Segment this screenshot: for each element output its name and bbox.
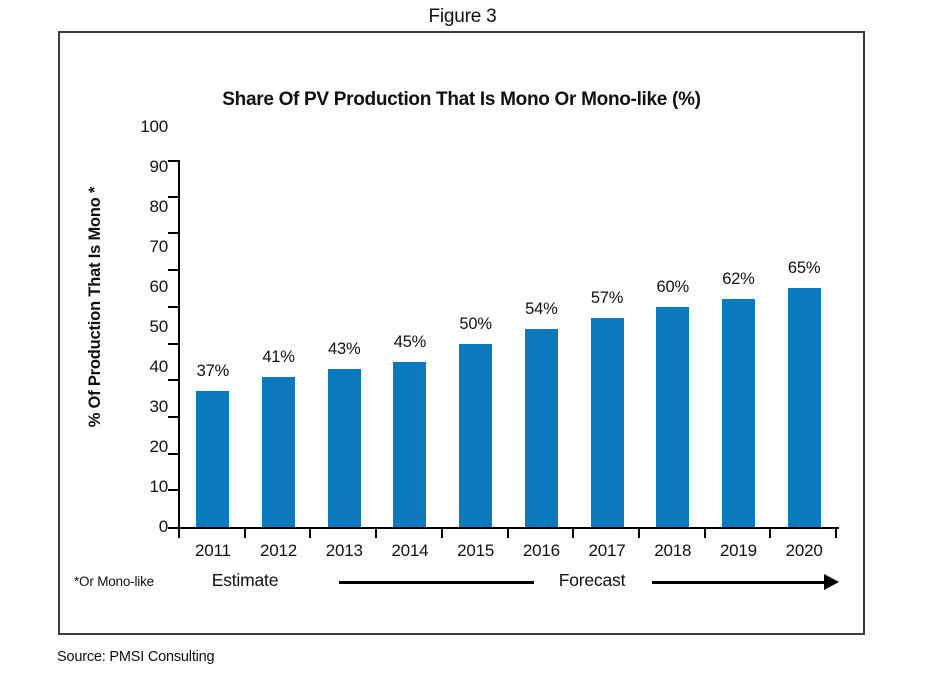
- bar-value-label: 65%: [787, 259, 821, 278]
- forecast-arrow-line: [652, 581, 825, 584]
- y-axis-tick-label: 100: [140, 117, 168, 136]
- y-axis-tick-label: 80: [149, 197, 168, 216]
- y-axis-tick-label: 10: [149, 477, 168, 496]
- y-axis-tick: [168, 527, 178, 529]
- figure-label: Figure 3: [428, 6, 497, 27]
- bar-value-label: 37%: [196, 362, 230, 381]
- x-axis-category-label: 2019: [719, 541, 757, 560]
- bar-value-label: 50%: [459, 314, 492, 333]
- x-axis-tick: [506, 527, 509, 538]
- y-axis-line: [178, 160, 180, 538]
- x-axis-category-label: 2020: [785, 541, 823, 560]
- x-axis-category-label: 2013: [325, 541, 363, 560]
- bar-value-label: 43%: [328, 340, 361, 359]
- bar: [196, 391, 230, 527]
- y-axis-tick-label: 50: [149, 317, 168, 336]
- bar: [656, 306, 690, 527]
- bar: [590, 317, 624, 527]
- x-axis-line: [178, 527, 839, 529]
- y-axis-tick: [168, 195, 178, 198]
- x-axis-tick: [703, 527, 706, 538]
- y-axis-top-tick: [168, 160, 178, 162]
- x-axis-tick: [243, 527, 246, 538]
- plot-area: 0 10 20 30 40 50 60 70 80 90 100 37% 2011 41% 2012 43% 2…: [60, 33, 863, 633]
- y-axis-tick-label: 90: [149, 157, 168, 176]
- y-axis-tick: [168, 305, 178, 308]
- bar-value-label: 62%: [722, 270, 755, 289]
- x-axis-category-label: 2015: [457, 541, 495, 560]
- bar: [787, 288, 821, 527]
- x-axis-tick: [637, 527, 640, 538]
- x-axis-category-label: 2012: [260, 541, 298, 560]
- x-axis-tick: [835, 527, 837, 538]
- y-axis-tick-label: 30: [149, 397, 168, 416]
- y-axis-tick: [168, 379, 178, 382]
- x-axis-tick: [178, 527, 180, 538]
- chart-box: Share Of PV Production That Is Mono Or M…: [58, 31, 865, 635]
- bar-value-label: 41%: [262, 347, 295, 366]
- y-axis-tick: [168, 415, 178, 418]
- chart-title: Share Of PV Production That Is Mono Or M…: [222, 89, 701, 110]
- x-axis-category-label: 2016: [522, 541, 560, 560]
- bar: [327, 369, 361, 527]
- x-axis-tick: [440, 527, 443, 538]
- x-axis-category-label: 2018: [654, 541, 692, 560]
- y-axis-tick-label: 70: [149, 237, 168, 256]
- x-axis-category-label: 2017: [588, 541, 626, 560]
- bar-value-label: 57%: [590, 288, 624, 307]
- y-axis-tick-label: 40: [149, 357, 168, 376]
- y-axis-tick-label: 60: [149, 277, 168, 296]
- bar-value-label: 60%: [656, 277, 690, 296]
- source-note: Source: PMSI Consulting: [57, 649, 215, 665]
- x-axis-category-label: 2014: [391, 541, 429, 560]
- y-axis-tick-label: 0: [158, 517, 168, 536]
- y-axis-tick: [168, 489, 178, 492]
- forecast-arrowhead-icon: [824, 574, 839, 590]
- bar: [524, 328, 558, 527]
- x-axis-tick: [769, 527, 772, 538]
- x-axis-tick: [572, 527, 575, 538]
- bar: [393, 361, 427, 527]
- footnote-or-mono-like: *Or Mono-like: [74, 574, 154, 589]
- x-axis-tick: [309, 527, 312, 538]
- bar: [459, 343, 493, 527]
- bar-value-label: 45%: [393, 332, 427, 351]
- forecast-line-left: [339, 581, 534, 584]
- y-axis-tick: [168, 342, 178, 345]
- forecast-label: Forecast: [558, 570, 626, 590]
- bar-value-label: 54%: [525, 299, 558, 318]
- x-axis-category-label: 2011: [194, 541, 231, 560]
- x-axis-tick: [375, 527, 378, 538]
- bar: [262, 376, 296, 527]
- estimate-label: Estimate: [211, 570, 279, 590]
- bar: [721, 299, 755, 527]
- y-axis-tick: [168, 269, 178, 272]
- y-axis-tick-label: 20: [149, 437, 168, 456]
- y-axis-tick: [168, 452, 178, 455]
- y-axis-tick: [168, 232, 178, 235]
